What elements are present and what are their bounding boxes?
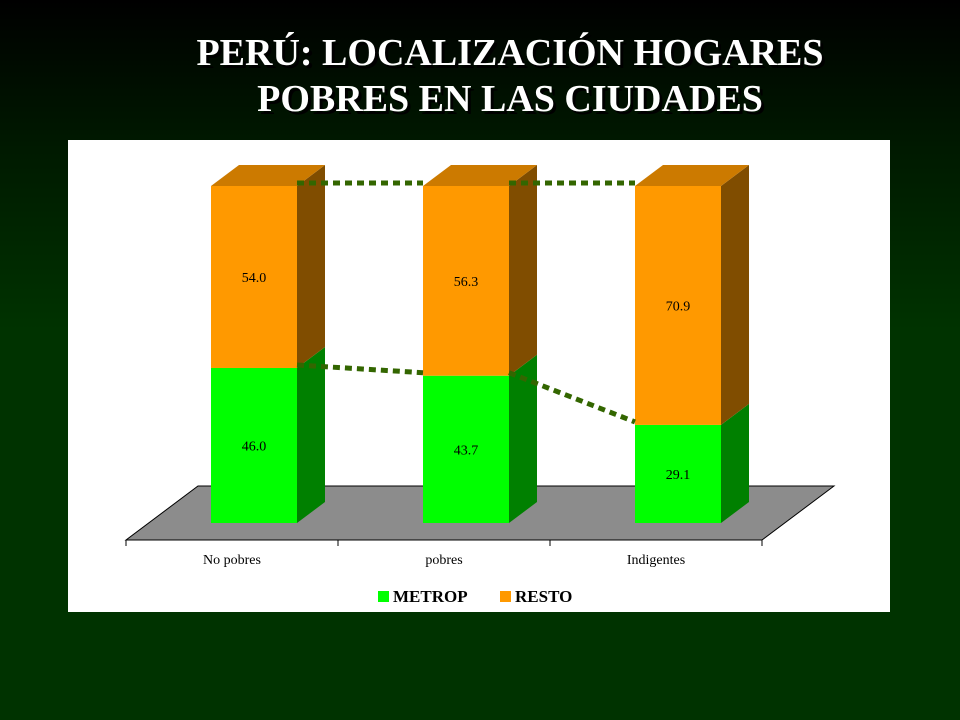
bar-front-face: [423, 186, 509, 376]
value-label: 29.1: [666, 468, 691, 483]
bar-front-face: [635, 424, 721, 523]
bar-side-face: [297, 165, 325, 368]
bar-metrop-2: [423, 354, 537, 523]
bar-resto-2: [423, 165, 537, 376]
legend-label: METROP: [393, 587, 468, 606]
bar-metrop-3: [635, 403, 749, 523]
value-label: 43.7: [454, 443, 479, 458]
slide-title: PERÚ: LOCALIZACIÓN HOGARES POBRES EN LAS…: [0, 30, 960, 122]
bar-side-face: [721, 165, 749, 425]
title-line-2: POBRES EN LAS CIUDADES: [257, 78, 763, 120]
bar-resto-3: [635, 165, 749, 425]
legend-label: RESTO: [515, 587, 572, 606]
value-label: 70.9: [666, 299, 691, 314]
bar-side-face: [297, 346, 325, 523]
bar-side-face: [509, 354, 537, 523]
bar-top-face: [211, 165, 325, 186]
bar-front-face: [211, 186, 297, 368]
stacked-bar-chart: 46.0 54.0 43.7 56.3 29.1 70.9 No pobres pobres…: [124, 165, 836, 606]
bar-top-face: [635, 165, 749, 186]
value-label: 56.3: [454, 275, 479, 290]
trend-segment: [296, 362, 424, 376]
chart-area: 46.0 54.0 43.7 56.3 29.1 70.9 No pobres pobres…: [68, 140, 890, 612]
title-line-1: PERÚ: LOCALIZACIÓN HOGARES: [196, 32, 824, 74]
bar-front-face: [635, 186, 721, 425]
bar-resto-1: [211, 165, 325, 368]
x-tick-label: No pobres: [203, 553, 261, 568]
value-label: 54.0: [242, 271, 267, 286]
bar-side-face: [509, 165, 537, 376]
value-label: 46.0: [242, 439, 267, 454]
trend-segment: [508, 370, 636, 425]
bar-metrop-1: [211, 346, 325, 523]
legend-swatch: [500, 591, 511, 602]
trend-line-metrop: [296, 362, 636, 425]
bar-front-face: [211, 367, 297, 523]
legend-swatch: [378, 591, 389, 602]
legend-item-resto: RESTO: [500, 587, 572, 606]
bar-front-face: [423, 375, 509, 523]
x-tick-label: Indigentes: [627, 553, 685, 568]
x-tick-label: pobres: [425, 553, 462, 568]
legend-item-metrop: METROP: [378, 587, 468, 606]
bar-top-face: [423, 165, 537, 186]
bar-side-face: [721, 403, 749, 523]
